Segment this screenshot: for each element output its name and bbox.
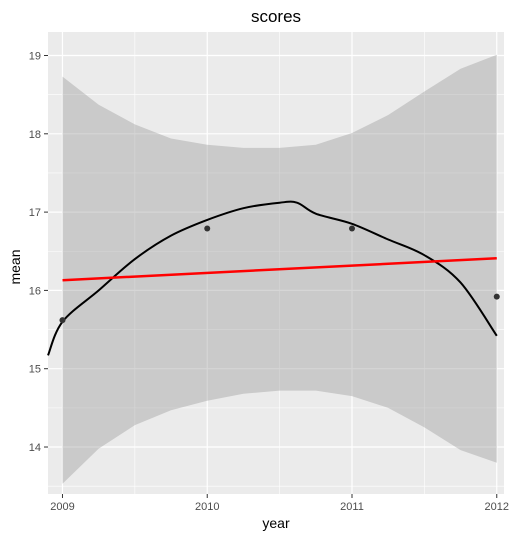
major-gridlines <box>48 32 504 494</box>
axis-ticks <box>44 54 498 498</box>
y-tick-label: 16 <box>29 285 41 297</box>
x-tick-label: 2011 <box>340 501 364 513</box>
linear-fit-line <box>62 257 497 282</box>
x-tick-label: 2010 <box>195 501 219 513</box>
data-point <box>493 293 500 300</box>
y-tick-label: 17 <box>29 207 41 219</box>
data-point <box>59 317 66 324</box>
data-point <box>204 225 211 232</box>
x-axis-tick-labels: 2009 2010 2011 2012 <box>50 501 509 513</box>
x-axis-title: year <box>262 515 290 531</box>
x-tick-label: 2009 <box>50 501 74 513</box>
chart-title: scores <box>251 7 301 26</box>
y-tick-label: 18 <box>29 129 41 141</box>
smooth-curve <box>47 200 498 356</box>
data-point <box>349 225 355 232</box>
y-axis-title: mean <box>7 249 23 284</box>
y-tick-label: 19 <box>29 50 41 62</box>
y-axis-tick-labels: 14 15 16 17 18 19 <box>29 50 41 454</box>
data-points <box>59 225 500 324</box>
x-tick-label: 2012 <box>485 501 509 513</box>
y-tick-label: 15 <box>29 364 41 376</box>
y-tick-label: 14 <box>29 442 41 454</box>
